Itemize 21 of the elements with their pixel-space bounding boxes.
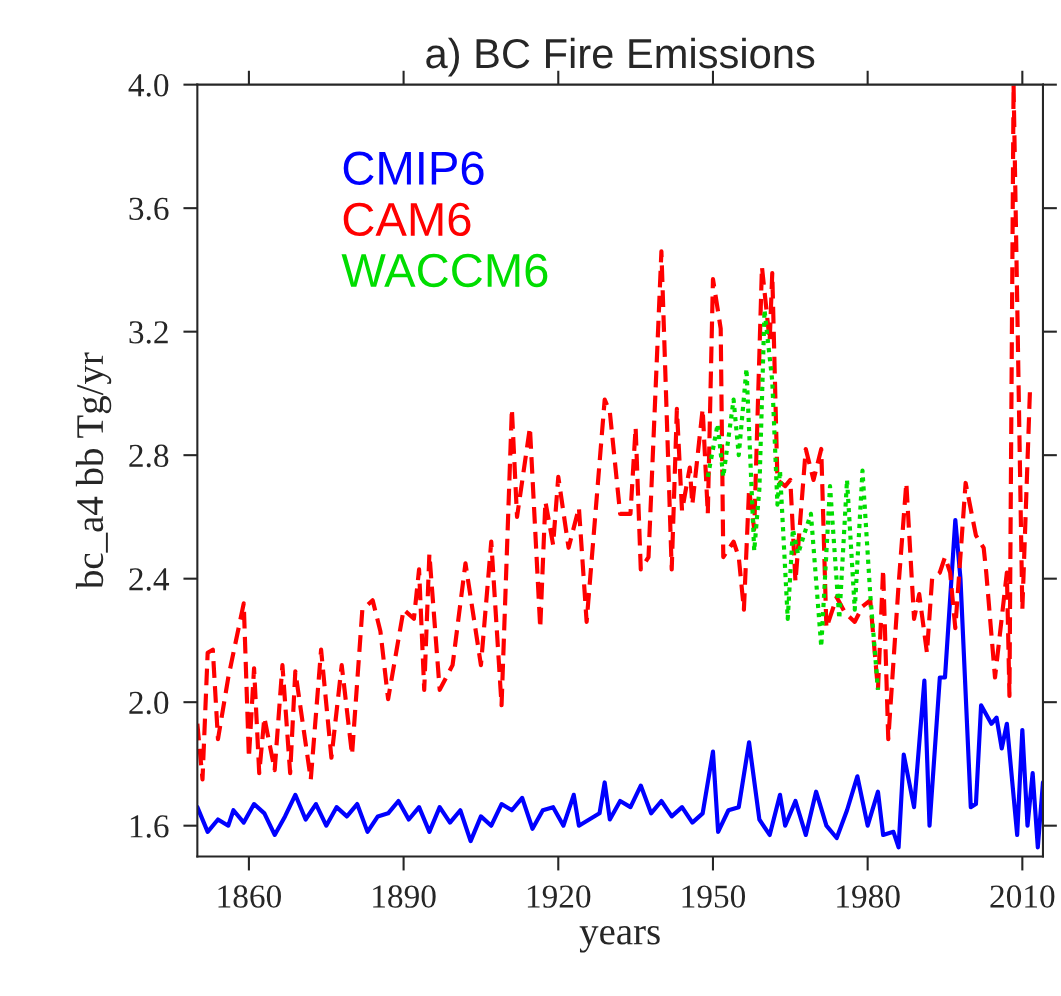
x-tick-label: 2010 — [990, 885, 1055, 908]
y-tick-label: 2.8 — [129, 444, 169, 468]
x-tick-label: 1980 — [837, 885, 900, 908]
text: WACCM6 — [341, 253, 548, 288]
x-tick-label: 1950 — [682, 885, 746, 908]
line-series — [197, 517, 1043, 850]
text: CAM6 — [343, 202, 471, 237]
y-axis-title: bc_a4 bb Tg/yr — [75, 352, 112, 590]
y-tick-label: 3.2 — [129, 321, 168, 344]
x-tick-label: 1890 — [373, 885, 436, 908]
y-tick-label: 3.6 — [129, 197, 169, 221]
x-tick-label: 1860 — [218, 885, 281, 908]
y-tick-label: 4.0 — [128, 74, 169, 97]
x-axis-title: years — [579, 925, 660, 953]
x-tick-label: 1920 — [527, 885, 591, 908]
chart-title: a) BC Fire Emissions — [426, 37, 815, 77]
line-series — [197, 84, 1033, 782]
y-tick-label: 2.0 — [129, 691, 169, 715]
text: CMIP6 — [343, 151, 484, 185]
y-tick-label: 2.4 — [129, 568, 170, 591]
y-tick-label: 1.6 — [130, 815, 169, 838]
